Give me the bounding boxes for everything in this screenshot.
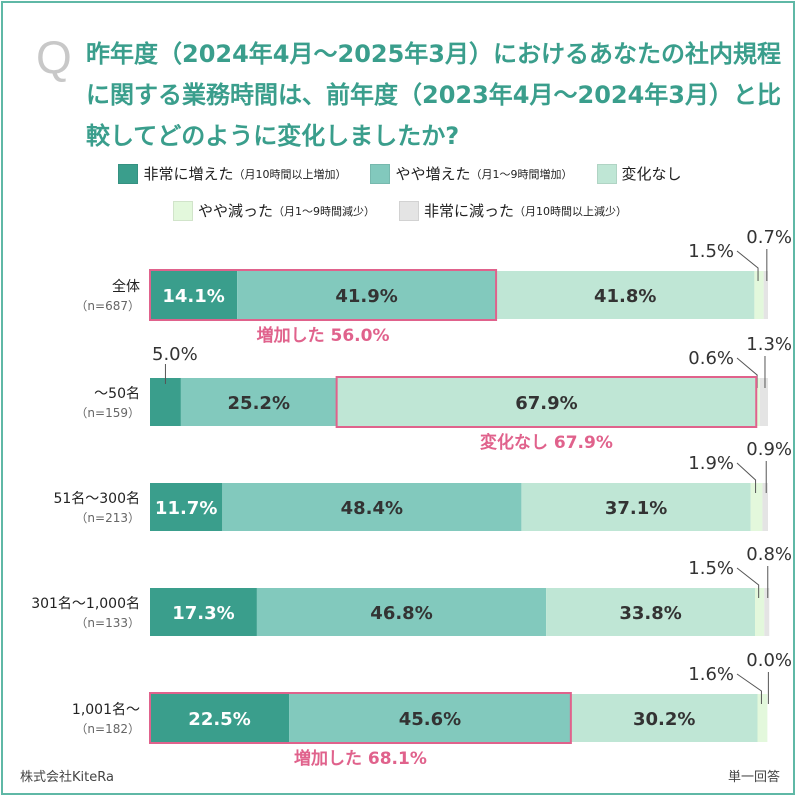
data-label: 11.7% bbox=[155, 498, 217, 519]
legend-note: （月1〜9時間増加） bbox=[470, 167, 573, 181]
data-label: 46.8% bbox=[370, 603, 432, 624]
bar-segment bbox=[222, 483, 522, 531]
data-label: 45.6% bbox=[399, 709, 461, 730]
leader-line bbox=[736, 673, 762, 704]
bar-segment bbox=[150, 694, 290, 742]
category-label: 1,001名〜 bbox=[72, 702, 140, 718]
legend-note: （月10時間以上増加） bbox=[233, 167, 347, 181]
leader-line bbox=[736, 567, 760, 598]
data-label: 41.8% bbox=[594, 286, 656, 307]
data-label: 41.9% bbox=[335, 286, 397, 307]
legend-swatch bbox=[399, 200, 419, 221]
category-label: 全体 bbox=[112, 278, 140, 295]
data-label: 0.8% bbox=[746, 544, 792, 565]
highlight-label: 増加した 68.1% bbox=[294, 748, 427, 769]
category-label: 301名〜1,000名 bbox=[31, 596, 140, 612]
data-label: 1.5% bbox=[688, 241, 734, 262]
highlight-box bbox=[335, 376, 758, 428]
bar-segment bbox=[759, 378, 768, 426]
legend-item: 非常に減った （月10時間以上減少） bbox=[399, 200, 627, 221]
category-label: 〜50名 bbox=[94, 386, 140, 402]
data-label: 1.6% bbox=[688, 664, 734, 685]
highlight-label: 変化なし 67.9% bbox=[480, 432, 613, 453]
data-label: 0.9% bbox=[746, 439, 792, 460]
highlight-box bbox=[149, 692, 572, 744]
legend-label: 非常に増えた bbox=[143, 165, 234, 183]
data-label: 1.3% bbox=[746, 334, 792, 355]
legend-swatch bbox=[118, 163, 139, 184]
leader-line bbox=[736, 250, 759, 281]
bar-segment bbox=[289, 694, 571, 742]
question-mark: Q bbox=[36, 31, 72, 83]
legend-note: （月10時間以上減少） bbox=[514, 204, 628, 218]
bar-segment bbox=[546, 588, 756, 636]
legend-item: やや増えた （月1〜9時間増加） bbox=[370, 163, 573, 184]
bar-segment bbox=[570, 694, 758, 742]
legend-label: 非常に減った bbox=[424, 202, 515, 220]
bar-segment bbox=[496, 271, 755, 319]
bar-segment bbox=[754, 271, 764, 319]
data-label: 25.2% bbox=[228, 393, 290, 414]
bar-segment bbox=[764, 588, 770, 636]
bar-segment bbox=[150, 378, 181, 426]
data-label: 17.3% bbox=[172, 603, 234, 624]
category-n: （n=687） bbox=[75, 299, 140, 313]
bar-segment bbox=[256, 588, 547, 636]
data-label: 48.4% bbox=[341, 498, 403, 519]
bar-segment bbox=[756, 378, 760, 426]
data-label: 30.2% bbox=[633, 709, 695, 730]
data-label: 5.0% bbox=[152, 344, 198, 365]
data-label: 14.1% bbox=[162, 286, 224, 307]
footer-company: 株式会社KiteRa bbox=[20, 770, 114, 785]
bar-segment bbox=[150, 271, 238, 319]
question-title: 昨年度（2024年4月〜2025年3月）におけるあなたの社内規程に関する業務時間… bbox=[86, 40, 781, 150]
data-label: 1.5% bbox=[688, 558, 734, 579]
legend-label: やや増えた bbox=[395, 165, 471, 183]
bar-segment bbox=[757, 694, 768, 742]
highlight-box bbox=[149, 269, 498, 321]
legend-item: やや減った （月1〜9時間減少） bbox=[172, 200, 375, 221]
data-label: 67.9% bbox=[515, 393, 577, 414]
legend-item: 変化なし bbox=[596, 163, 682, 184]
footer-response-type: 単一回答 bbox=[727, 770, 780, 785]
data-label: 0.0% bbox=[746, 650, 792, 671]
legend-swatch bbox=[596, 163, 617, 184]
bar-segment bbox=[237, 271, 497, 319]
legend-item: 非常に増えた （月10時間以上増加） bbox=[118, 163, 346, 184]
leader-line bbox=[736, 462, 757, 493]
category-n: （n=213） bbox=[75, 511, 140, 525]
legend-row-1: 非常に増えた （月10時間以上増加） やや増えた （月1〜9時間増加） 変化なし bbox=[0, 163, 800, 188]
data-label: 0.6% bbox=[688, 348, 734, 369]
category-label: 51名〜300名 bbox=[53, 491, 140, 507]
bar-segment bbox=[750, 483, 763, 531]
category-n: （n=159） bbox=[75, 406, 140, 420]
data-label: 1.9% bbox=[688, 453, 734, 474]
category-n: （n=182） bbox=[75, 722, 140, 736]
bar-segment bbox=[150, 483, 223, 531]
legend-note: （月1〜9時間減少） bbox=[273, 204, 375, 218]
legend-label: 変化なし bbox=[621, 165, 682, 183]
bar-segment bbox=[150, 588, 257, 636]
bar-segment bbox=[521, 483, 751, 531]
legend-swatch bbox=[370, 163, 391, 184]
highlight-label: 増加した 56.0% bbox=[257, 325, 390, 346]
data-label: 37.1% bbox=[605, 498, 667, 519]
bar-segment bbox=[755, 588, 765, 636]
legend-row-2: やや減った （月1〜9時間減少） 非常に減った （月10時間以上減少） bbox=[0, 200, 800, 225]
category-n: （n=133） bbox=[75, 616, 140, 630]
data-label: 33.8% bbox=[619, 603, 681, 624]
legend-label: やや減った bbox=[197, 202, 273, 220]
bar-segment bbox=[180, 378, 337, 426]
data-label: 0.7% bbox=[746, 227, 792, 248]
legend-swatch bbox=[172, 200, 193, 221]
data-label: 22.5% bbox=[188, 709, 250, 730]
bar-segment bbox=[762, 483, 768, 531]
bar-segment bbox=[763, 271, 768, 319]
bar-segment bbox=[336, 378, 757, 426]
